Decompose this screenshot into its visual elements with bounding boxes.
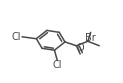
Text: Cl: Cl — [12, 32, 21, 42]
Text: Br: Br — [85, 33, 96, 43]
Text: Cl: Cl — [53, 60, 62, 70]
Text: O: O — [76, 43, 84, 53]
